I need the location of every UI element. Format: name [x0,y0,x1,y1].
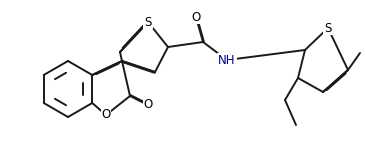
Text: O: O [101,109,111,122]
Text: S: S [324,22,332,34]
Text: S: S [144,15,152,28]
Text: NH: NH [218,53,236,66]
Text: O: O [191,10,201,24]
Text: O: O [143,99,153,112]
